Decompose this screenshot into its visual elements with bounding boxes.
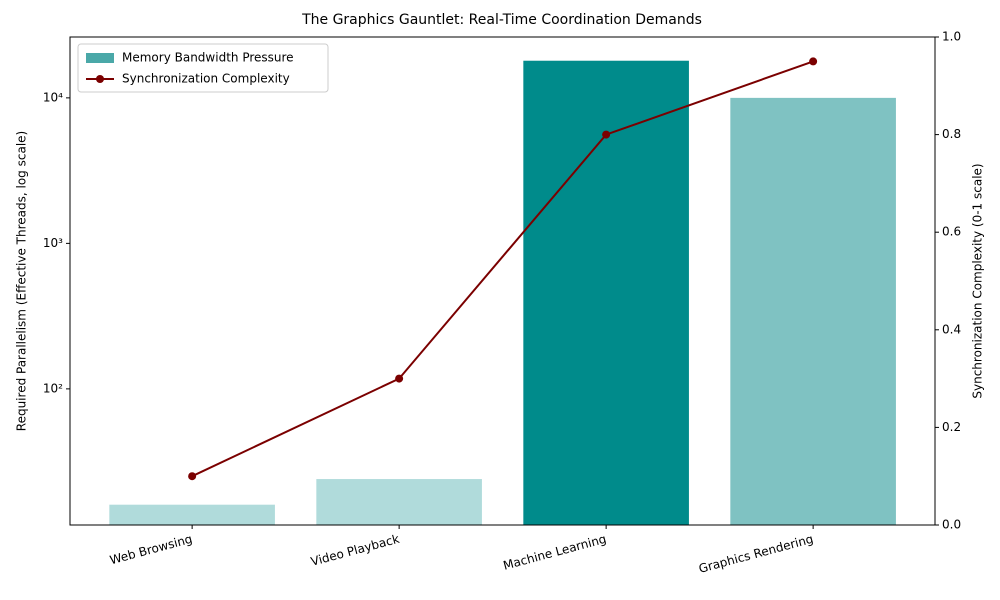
- y-tick-label: 10³: [43, 236, 63, 250]
- bar: [523, 60, 689, 525]
- y2-tick-label: 1.0: [942, 30, 961, 44]
- marker: [395, 374, 404, 383]
- marker: [188, 472, 197, 481]
- chart-title: The Graphics Gauntlet: Real-Time Coordin…: [301, 12, 702, 28]
- y-tick-label: 10²: [43, 381, 63, 395]
- x-tick-label: Video Playback: [309, 532, 401, 569]
- y-tick-label: 10⁴: [43, 90, 63, 104]
- y2-tick-label: 0.2: [942, 420, 961, 434]
- legend-marker: [96, 75, 104, 83]
- marker: [602, 130, 611, 139]
- line: [191, 60, 814, 478]
- legend-swatch: [86, 53, 114, 63]
- bar: [730, 97, 896, 525]
- legend-frame: [77, 43, 329, 93]
- legend-label: Memory Bandwidth Pressure: [122, 51, 294, 65]
- x-tick-label: Machine Learning: [502, 532, 608, 573]
- y-axis-label: Required Parallelism (Effective Threads,…: [15, 131, 29, 431]
- x-tick-label: Web Browsing: [108, 532, 194, 567]
- y2-axis-label: Synchronization Complexity (0-1 scale): [971, 163, 985, 398]
- plot-frame: [69, 36, 936, 526]
- y2-tick-label: 0.6: [942, 225, 961, 239]
- legend-label: Synchronization Complexity: [122, 72, 290, 86]
- y2-tick-label: 0.8: [942, 127, 961, 141]
- legend: Memory Bandwidth Pressure Synchronization…: [77, 43, 329, 93]
- bar: [316, 479, 482, 525]
- x-tick-label: Graphics Rendering: [697, 532, 815, 576]
- bar: [109, 504, 275, 525]
- marker: [809, 57, 818, 66]
- y2-tick-label: 0.0: [942, 518, 961, 532]
- y2-tick-label: 0.4: [942, 322, 961, 336]
